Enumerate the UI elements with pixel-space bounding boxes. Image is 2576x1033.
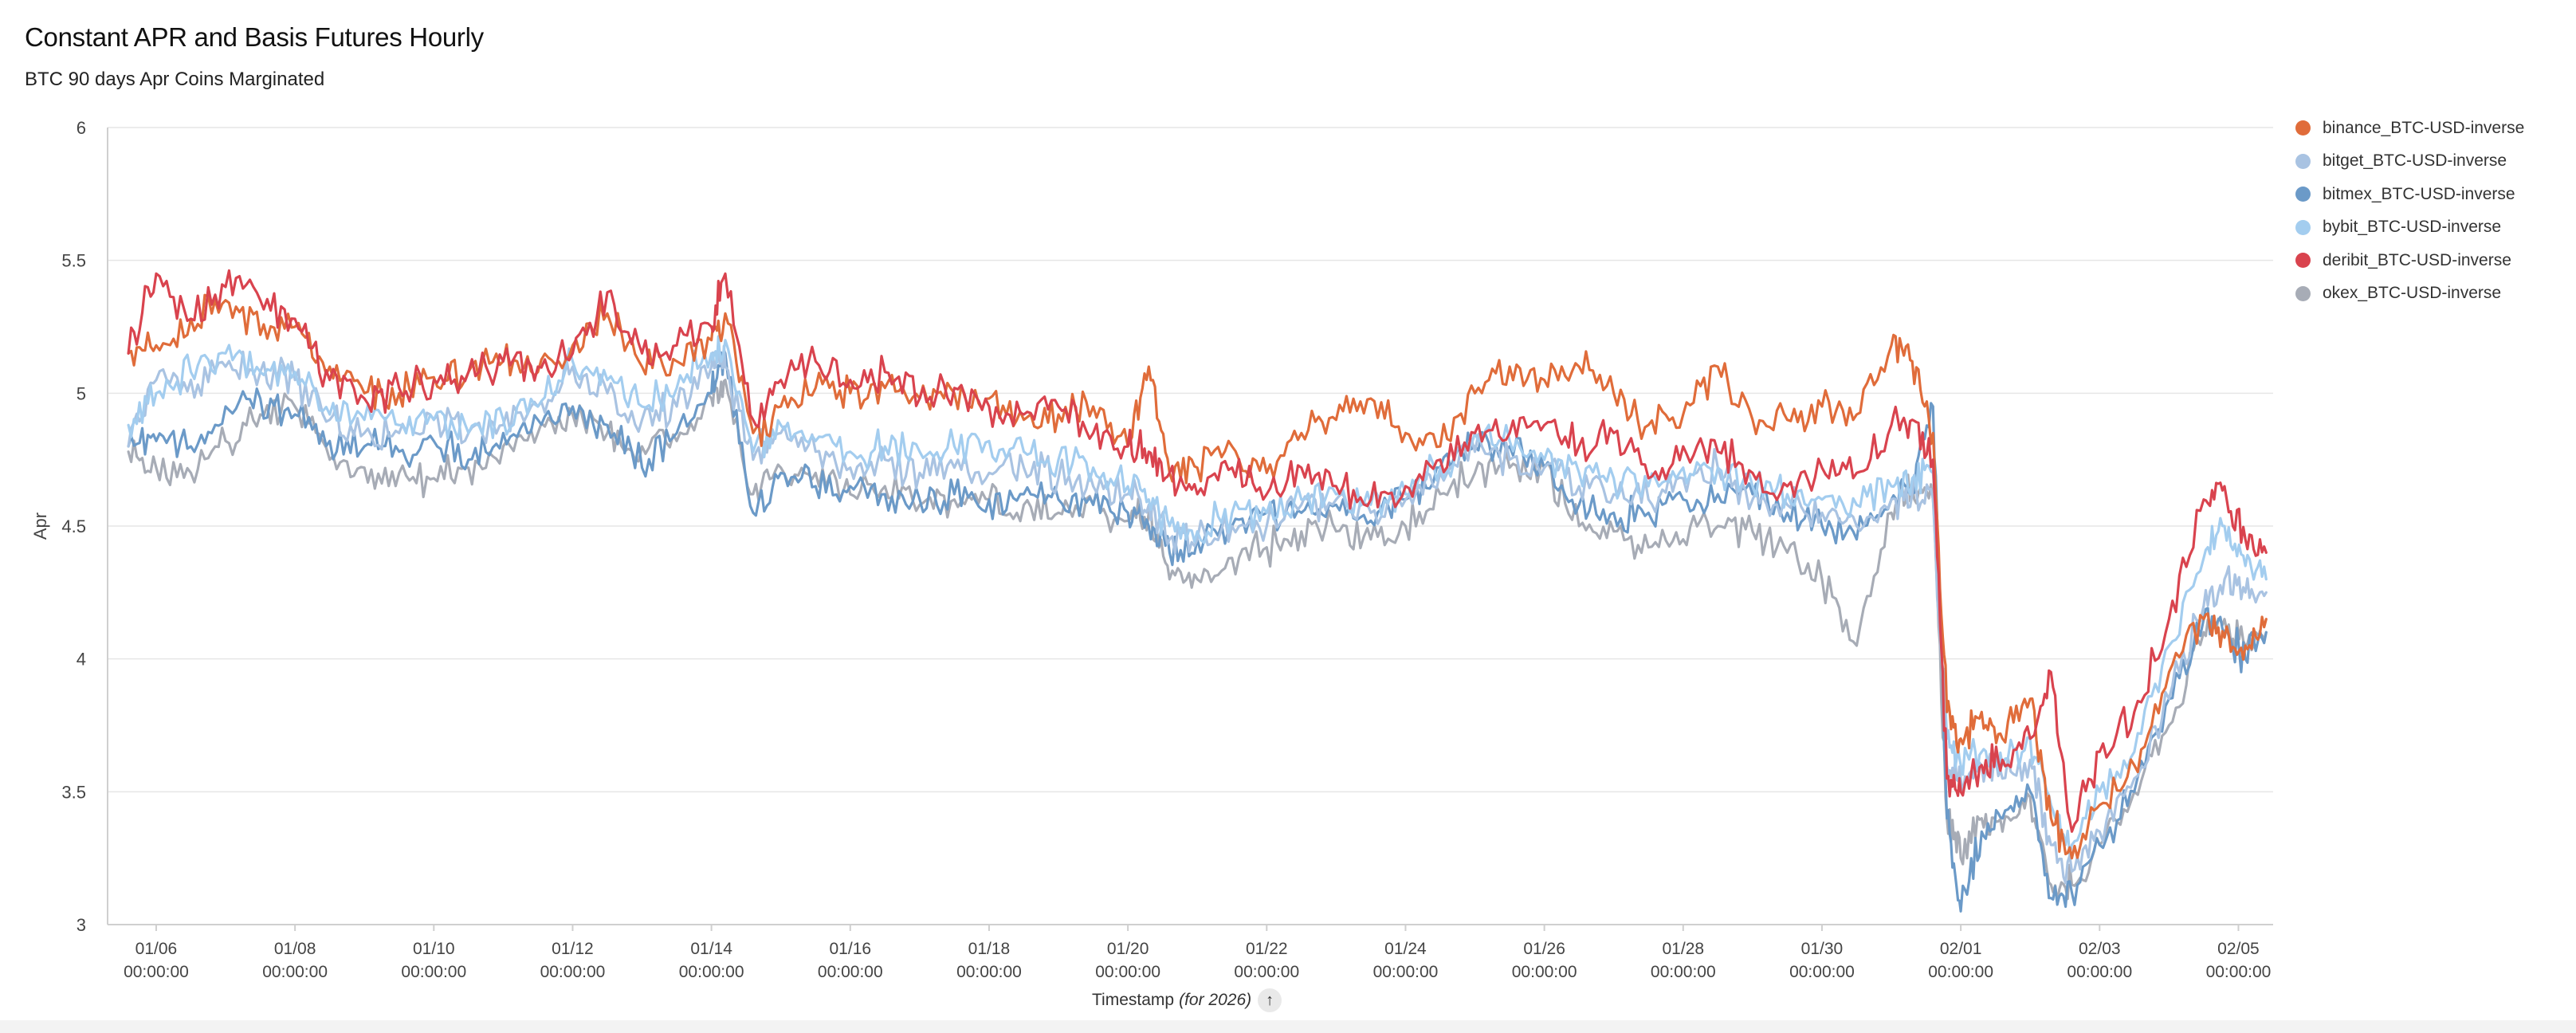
legend-item[interactable]: bybit_BTC-USD-inverse (2295, 211, 2566, 245)
y-axis-title: Apr (30, 513, 50, 540)
x-tick-time: 00:00:00 (1928, 963, 1993, 981)
x-tick-time: 00:00:00 (2067, 963, 2132, 981)
legend-label: bitmex_BTC-USD-inverse (2323, 184, 2515, 203)
y-tick-label: 3.5 (61, 782, 86, 802)
series-line-okex (127, 379, 2268, 904)
x-tick-date: 01/26 (1523, 940, 1565, 958)
x-tick-date: 01/18 (968, 940, 1011, 958)
x-tick-date: 01/12 (552, 940, 594, 958)
arrow-up-icon: ↑ (1266, 991, 1274, 1009)
x-axis-title-note: (for 2026) (1179, 991, 1252, 1009)
sort-ascending-button[interactable]: ↑ (1258, 988, 1282, 1012)
series-line-deribit (127, 269, 2268, 833)
x-tick-time: 00:00:00 (956, 963, 1022, 981)
legend-dot-icon (2295, 187, 2311, 202)
x-tick-date: 01/22 (1246, 940, 1288, 958)
x-axis-title-text: Timestamp (1092, 991, 1175, 1009)
legend-label: okex_BTC-USD-inverse (2323, 284, 2502, 303)
legend-item[interactable]: binance_BTC-USD-inverse (2295, 112, 2566, 145)
legend-dot-icon (2295, 285, 2311, 301)
x-tick-date: 01/14 (690, 940, 732, 958)
bottom-strip (0, 1020, 2576, 1033)
legend-item[interactable]: bitget_BTC-USD-inverse (2295, 145, 2566, 179)
x-tick-date: 01/16 (830, 940, 872, 958)
x-tick-time: 00:00:00 (2206, 963, 2272, 981)
y-tick-label: 4.5 (61, 516, 86, 536)
legend-dot-icon (2295, 253, 2311, 269)
x-tick-date: 02/03 (2079, 940, 2121, 958)
x-tick-date: 01/30 (1801, 940, 1844, 958)
x-tick-date: 01/24 (1384, 940, 1427, 958)
x-tick-time: 00:00:00 (679, 963, 744, 981)
y-tick-label: 5.5 (61, 251, 86, 271)
y-tick-label: 6 (77, 118, 86, 138)
y-tick-label: 3 (77, 915, 86, 935)
x-tick-date: 02/05 (2217, 940, 2260, 958)
series-line-binance (127, 293, 2268, 860)
x-tick-time: 00:00:00 (262, 963, 328, 981)
chart-subtitle: BTC 90 days Apr Coins Marginated (25, 69, 325, 90)
x-tick-time: 00:00:00 (1789, 963, 1855, 981)
x-tick-time: 00:00:00 (124, 963, 189, 981)
y-tick-label: 5 (77, 383, 86, 403)
x-tick-date: 01/20 (1107, 940, 1149, 958)
chart-legend: binance_BTC-USD-inverse bitget_BTC-USD-in… (2295, 112, 2566, 310)
x-tick-date: 01/10 (413, 940, 455, 958)
chart-title: Constant APR and Basis Futures Hourly (25, 22, 484, 52)
x-tick-time: 00:00:00 (401, 963, 466, 981)
x-axis-title: Timestamp (for 2026) ↑ (1092, 988, 1282, 1012)
x-tick-time: 00:00:00 (1095, 963, 1160, 981)
legend-dot-icon (2295, 153, 2311, 169)
x-tick-date: 01/08 (274, 940, 316, 958)
x-tick-time: 00:00:00 (1234, 963, 1299, 981)
y-tick-label: 4 (77, 650, 86, 670)
x-tick-date: 01/28 (1663, 940, 1705, 958)
legend-label: bybit_BTC-USD-inverse (2323, 218, 2502, 237)
x-tick-time: 00:00:00 (540, 963, 606, 981)
x-tick-time: 00:00:00 (1512, 963, 1577, 981)
x-tick-time: 00:00:00 (818, 963, 883, 981)
x-tick-time: 00:00:00 (1651, 963, 1716, 981)
legend-item[interactable]: deribit_BTC-USD-inverse (2295, 244, 2566, 277)
legend-item[interactable]: bitmex_BTC-USD-inverse (2295, 178, 2566, 211)
x-tick-date: 01/06 (135, 940, 178, 958)
x-tick-time: 00:00:00 (1373, 963, 1439, 981)
legend-dot-icon (2295, 219, 2311, 235)
legend-label: bitget_BTC-USD-inverse (2323, 151, 2507, 171)
legend-label: deribit_BTC-USD-inverse (2323, 250, 2511, 269)
legend-label: binance_BTC-USD-inverse (2323, 118, 2525, 137)
legend-item[interactable]: okex_BTC-USD-inverse (2295, 277, 2566, 311)
x-tick-date: 02/01 (1940, 940, 1982, 958)
series-line-bybit (127, 335, 2268, 856)
legend-dot-icon (2295, 120, 2311, 136)
